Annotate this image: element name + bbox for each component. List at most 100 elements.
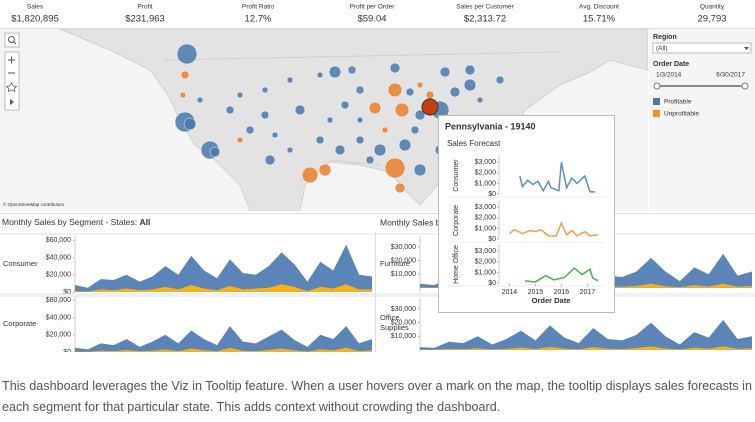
x-tick-label: 2015 bbox=[528, 289, 544, 296]
caption: This dashboard leverages the Viz in Tool… bbox=[2, 379, 752, 414]
date-start: 1/3/2014 bbox=[656, 72, 682, 79]
forecast-line bbox=[519, 162, 596, 193]
map-bubble bbox=[294, 104, 306, 116]
kpi-label: Avg. Discount bbox=[579, 4, 619, 11]
y-tick-label: $2,000 bbox=[475, 170, 497, 177]
panel-filter: All bbox=[140, 217, 151, 227]
y-tick-label: $20,000 bbox=[391, 319, 416, 326]
search-icon bbox=[13, 41, 17, 45]
map-bubble bbox=[264, 154, 276, 166]
x-tick-label: 2016 bbox=[554, 289, 570, 296]
map-bubble bbox=[326, 116, 334, 124]
x-tick-label: 2014 bbox=[502, 289, 518, 296]
y-tick-label: $10,000 bbox=[391, 271, 416, 278]
area bbox=[75, 244, 372, 292]
map-bubble bbox=[340, 100, 350, 110]
map-bubble bbox=[373, 143, 387, 157]
map-bubble bbox=[286, 76, 294, 84]
y-tick-label: $10,000 bbox=[391, 333, 416, 340]
row-label: Home Office bbox=[453, 245, 460, 284]
dropdown-value: (All) bbox=[656, 45, 668, 52]
map-bubble bbox=[394, 102, 410, 118]
filter-label: Region bbox=[653, 34, 677, 41]
row-label: Consumer bbox=[453, 159, 460, 192]
map-bubble bbox=[425, 90, 435, 100]
x-tick-label: 2017 bbox=[580, 289, 596, 296]
kpi-value: $59.04 bbox=[357, 14, 386, 25]
map-bubble bbox=[355, 85, 365, 95]
map-bubble bbox=[356, 116, 364, 124]
tooltip-box bbox=[438, 115, 615, 313]
panel-title-text: Monthly Sales by Segment - States: bbox=[2, 217, 137, 227]
forecast-line bbox=[508, 221, 598, 237]
legend-label: Unprofitable bbox=[664, 111, 699, 118]
map-bubble bbox=[365, 155, 375, 165]
attribution: © OpenStreetMap contributors bbox=[3, 201, 65, 207]
dashboard: © OpenStreetMap contributors Region (All… bbox=[0, 3, 755, 352]
filter-panel bbox=[649, 29, 755, 211]
map-bubble bbox=[464, 64, 476, 76]
kpi-label: Quantity bbox=[700, 4, 725, 11]
kpi-value: $1,820,895 bbox=[11, 14, 59, 25]
map-bubble bbox=[179, 91, 187, 99]
y-tick-label: $2,000 bbox=[475, 215, 497, 222]
map-bubble bbox=[439, 66, 451, 78]
kpi-value: $2,313.72 bbox=[464, 14, 506, 25]
row-label: Office Supplies bbox=[380, 313, 409, 332]
kpi-label: Profit Ratio bbox=[242, 4, 275, 11]
y-tick-label: $40,000 bbox=[46, 254, 71, 261]
zoom-in[interactable] bbox=[8, 56, 15, 64]
forecast-line bbox=[524, 267, 599, 283]
slider-handle[interactable] bbox=[741, 82, 749, 90]
map-controls[interactable] bbox=[4, 32, 20, 111]
row-label: Corporate bbox=[3, 319, 36, 328]
zoom-toolbar[interactable] bbox=[4, 51, 20, 111]
search-button[interactable] bbox=[4, 32, 20, 48]
legend-label: Profitable bbox=[664, 99, 692, 106]
row-label: Furniture bbox=[380, 259, 410, 268]
map-bubble bbox=[260, 110, 270, 120]
panel-title: Monthly Sales by bbox=[380, 217, 445, 227]
map-bubble bbox=[245, 125, 255, 135]
kpi-value: 15.71% bbox=[583, 14, 616, 25]
map-bubble bbox=[398, 138, 412, 152]
map-bubble bbox=[463, 78, 477, 92]
tooltip: Pennsylvania - 19140 Sales Forecast Orde… bbox=[438, 115, 615, 313]
map-bubble bbox=[355, 135, 365, 145]
y-tick-label: $1,000 bbox=[475, 269, 497, 276]
y-tick-label: $20,000 bbox=[46, 272, 71, 279]
map-bubble bbox=[183, 117, 197, 131]
y-tick-label: $40,000 bbox=[46, 314, 71, 321]
legend: Profitable Unprofitable bbox=[653, 98, 699, 118]
map-bubble bbox=[389, 62, 401, 74]
expand[interactable] bbox=[10, 99, 14, 105]
region-dropdown[interactable] bbox=[652, 42, 752, 54]
map-bubble bbox=[384, 157, 406, 179]
map-bubble bbox=[286, 146, 294, 154]
search-icon bbox=[8, 36, 15, 43]
y-tick-label: $3,000 bbox=[475, 159, 497, 166]
pin[interactable] bbox=[5, 82, 18, 93]
area bbox=[420, 319, 752, 350]
kpi-label: Profit per Order bbox=[350, 4, 396, 11]
map-bubble bbox=[301, 166, 319, 184]
y-tick-label: $3,000 bbox=[475, 248, 497, 255]
y-tick-label: $0 bbox=[488, 191, 496, 198]
y-tick-label: $0 bbox=[488, 236, 496, 243]
y-tick-label: $2,000 bbox=[475, 259, 497, 266]
map-bubble bbox=[347, 65, 357, 75]
map-bubble bbox=[414, 109, 426, 121]
map-bubble bbox=[449, 86, 461, 98]
kpi-value: 12.7% bbox=[245, 14, 272, 25]
map-bubble bbox=[318, 163, 332, 177]
slider-handle[interactable] bbox=[653, 82, 661, 90]
y-tick-label: $3,000 bbox=[475, 204, 497, 211]
map-bubble bbox=[387, 82, 403, 98]
panel-title: Monthly Sales by Segment - States: All bbox=[2, 217, 150, 227]
map-bubble bbox=[236, 136, 244, 144]
y-tick-label: $30,000 bbox=[391, 244, 416, 251]
tooltip-title: Pennsylvania - 19140 bbox=[445, 121, 536, 131]
tooltip-subtitle: Sales Forecast bbox=[447, 139, 501, 148]
row-label: Consumer bbox=[3, 259, 38, 268]
kpi-label: Sales bbox=[27, 4, 44, 11]
